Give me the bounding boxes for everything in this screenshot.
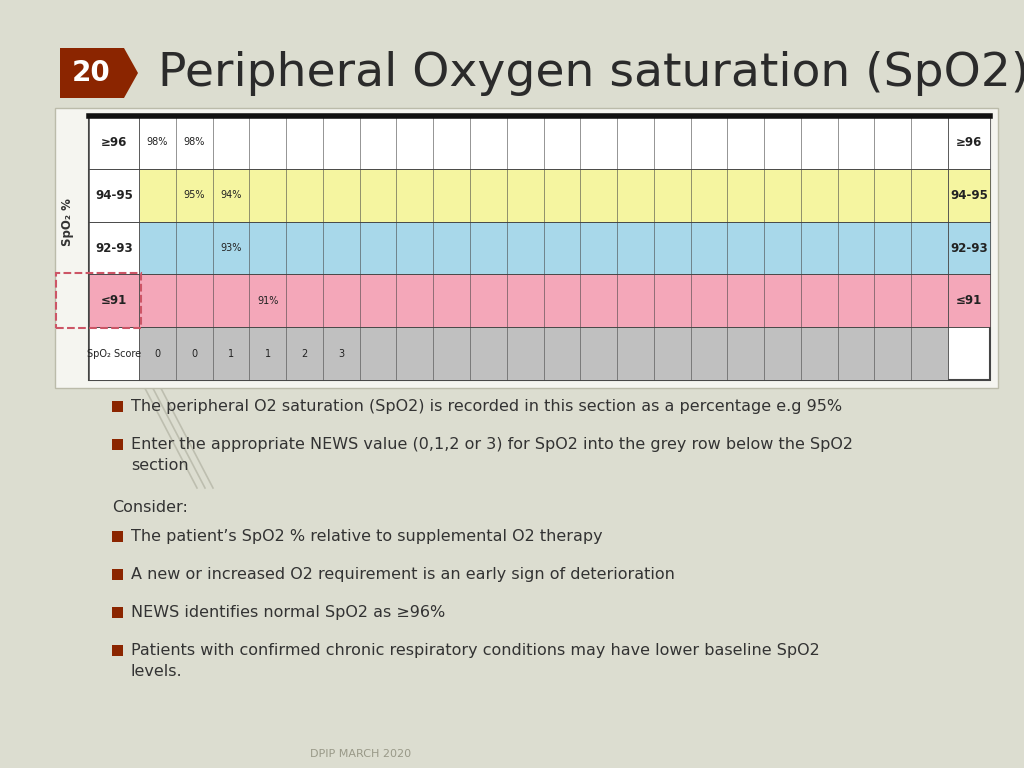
Bar: [89, 116, 990, 380]
Text: Consider:: Consider:: [112, 501, 187, 515]
Bar: [89, 274, 139, 327]
Bar: [89, 222, 139, 274]
Bar: [112, 607, 123, 617]
Bar: [948, 169, 990, 222]
Text: NEWS identifies normal SpO2 as ≥96%: NEWS identifies normal SpO2 as ≥96%: [131, 604, 445, 620]
Text: 1: 1: [228, 349, 234, 359]
Text: Peripheral Oxygen saturation (SpO2): Peripheral Oxygen saturation (SpO2): [158, 51, 1024, 95]
Bar: [948, 116, 990, 169]
Bar: [139, 274, 948, 327]
Text: 92-93: 92-93: [950, 241, 988, 254]
Bar: [55, 108, 998, 388]
Text: 3: 3: [338, 349, 344, 359]
Bar: [89, 327, 139, 380]
Text: 91%: 91%: [257, 296, 279, 306]
Text: 94-95: 94-95: [950, 189, 988, 202]
Text: 95%: 95%: [183, 190, 205, 200]
Text: SpO₂ Score: SpO₂ Score: [87, 349, 141, 359]
Bar: [112, 568, 123, 580]
Text: 0: 0: [155, 349, 161, 359]
Text: A new or increased O2 requirement is an early sign of deterioration: A new or increased O2 requirement is an …: [131, 567, 675, 581]
Text: 2: 2: [301, 349, 307, 359]
Bar: [139, 169, 948, 222]
Text: ≥96: ≥96: [955, 136, 982, 149]
Text: ≤91: ≤91: [101, 294, 127, 307]
Text: 98%: 98%: [146, 137, 168, 147]
Text: 94-95: 94-95: [95, 189, 133, 202]
Text: section: section: [131, 458, 188, 474]
Text: 93%: 93%: [220, 243, 242, 253]
Text: The patient’s SpO2 % relative to supplemental O2 therapy: The patient’s SpO2 % relative to supplem…: [131, 528, 603, 544]
Text: 1: 1: [264, 349, 270, 359]
Text: levels.: levels.: [131, 664, 182, 680]
Bar: [948, 274, 990, 327]
Polygon shape: [60, 48, 138, 98]
Text: 98%: 98%: [183, 137, 205, 147]
Bar: [139, 116, 948, 169]
Bar: [112, 531, 123, 541]
Bar: [112, 400, 123, 412]
Text: ≥96: ≥96: [100, 136, 127, 149]
Bar: [89, 169, 139, 222]
Bar: [112, 439, 123, 449]
Text: Patients with confirmed chronic respiratory conditions may have lower baseline S: Patients with confirmed chronic respirat…: [131, 643, 820, 657]
Bar: [139, 327, 948, 380]
Bar: [948, 222, 990, 274]
Text: 0: 0: [191, 349, 198, 359]
Bar: [139, 222, 948, 274]
Bar: [112, 644, 123, 656]
Text: 92-93: 92-93: [95, 241, 133, 254]
Text: DPIP MARCH 2020: DPIP MARCH 2020: [310, 749, 411, 759]
Bar: [89, 116, 139, 169]
Text: ≤91: ≤91: [955, 294, 982, 307]
Text: 20: 20: [72, 59, 111, 87]
Text: 94%: 94%: [220, 190, 242, 200]
Text: Enter the appropriate NEWS value (0,1,2 or 3) for SpO2 into the grey row below t: Enter the appropriate NEWS value (0,1,2 …: [131, 436, 853, 452]
Text: The peripheral O2 saturation (SpO2) is recorded in this section as a percentage : The peripheral O2 saturation (SpO2) is r…: [131, 399, 842, 413]
Text: SpO₂ %: SpO₂ %: [61, 197, 75, 246]
